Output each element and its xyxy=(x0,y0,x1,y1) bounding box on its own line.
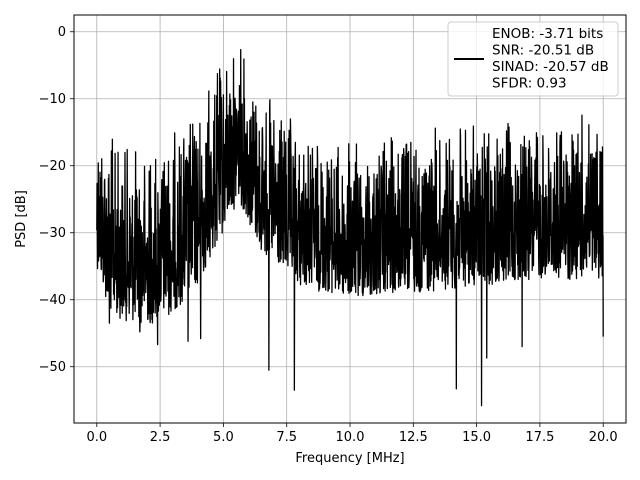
x-tick-label: 2.5 xyxy=(150,430,171,445)
x-tick-label: 15.0 xyxy=(462,430,491,445)
x-tick-label: 7.5 xyxy=(276,430,297,445)
x-tick-label: 10.0 xyxy=(336,430,365,445)
x-tick-label: 17.5 xyxy=(525,430,554,445)
y-tick-label: −10 xyxy=(39,92,66,107)
x-axis: 0.0 2.5 5.0 7.5 10.0 12.5 15.0 17.5 20.0 xyxy=(86,423,618,445)
y-tick-label: 0 xyxy=(58,25,66,40)
y-tick-label: −30 xyxy=(39,226,66,241)
x-axis-label: Frequency [MHz] xyxy=(295,451,404,466)
legend-sfdr: SFDR: 0.93 xyxy=(492,76,567,92)
y-axis: 0 −10 −20 −30 −40 −50 xyxy=(39,25,74,375)
x-tick-label: 5.0 xyxy=(213,430,234,445)
legend-sinad: SINAD: -20.57 dB xyxy=(492,59,609,75)
x-tick-label: 12.5 xyxy=(399,430,428,445)
legend-box xyxy=(447,21,619,97)
legend-enob: ENOB: -3.71 bits xyxy=(492,26,603,42)
x-tick-label: 20.0 xyxy=(589,430,618,445)
y-tick-label: −40 xyxy=(39,293,66,308)
legend-snr: SNR: -20.51 dB xyxy=(492,43,594,59)
y-axis-label: PSD [dB] xyxy=(14,190,29,248)
x-tick-label: 0.0 xyxy=(86,430,107,445)
y-tick-label: −50 xyxy=(39,360,66,375)
plot-area xyxy=(96,48,604,407)
psd-series-line xyxy=(96,48,604,407)
y-tick-label: −20 xyxy=(39,159,66,174)
legend: ENOB: -3.71 bits SNR: -20.51 dB SINAD: -… xyxy=(447,21,619,97)
